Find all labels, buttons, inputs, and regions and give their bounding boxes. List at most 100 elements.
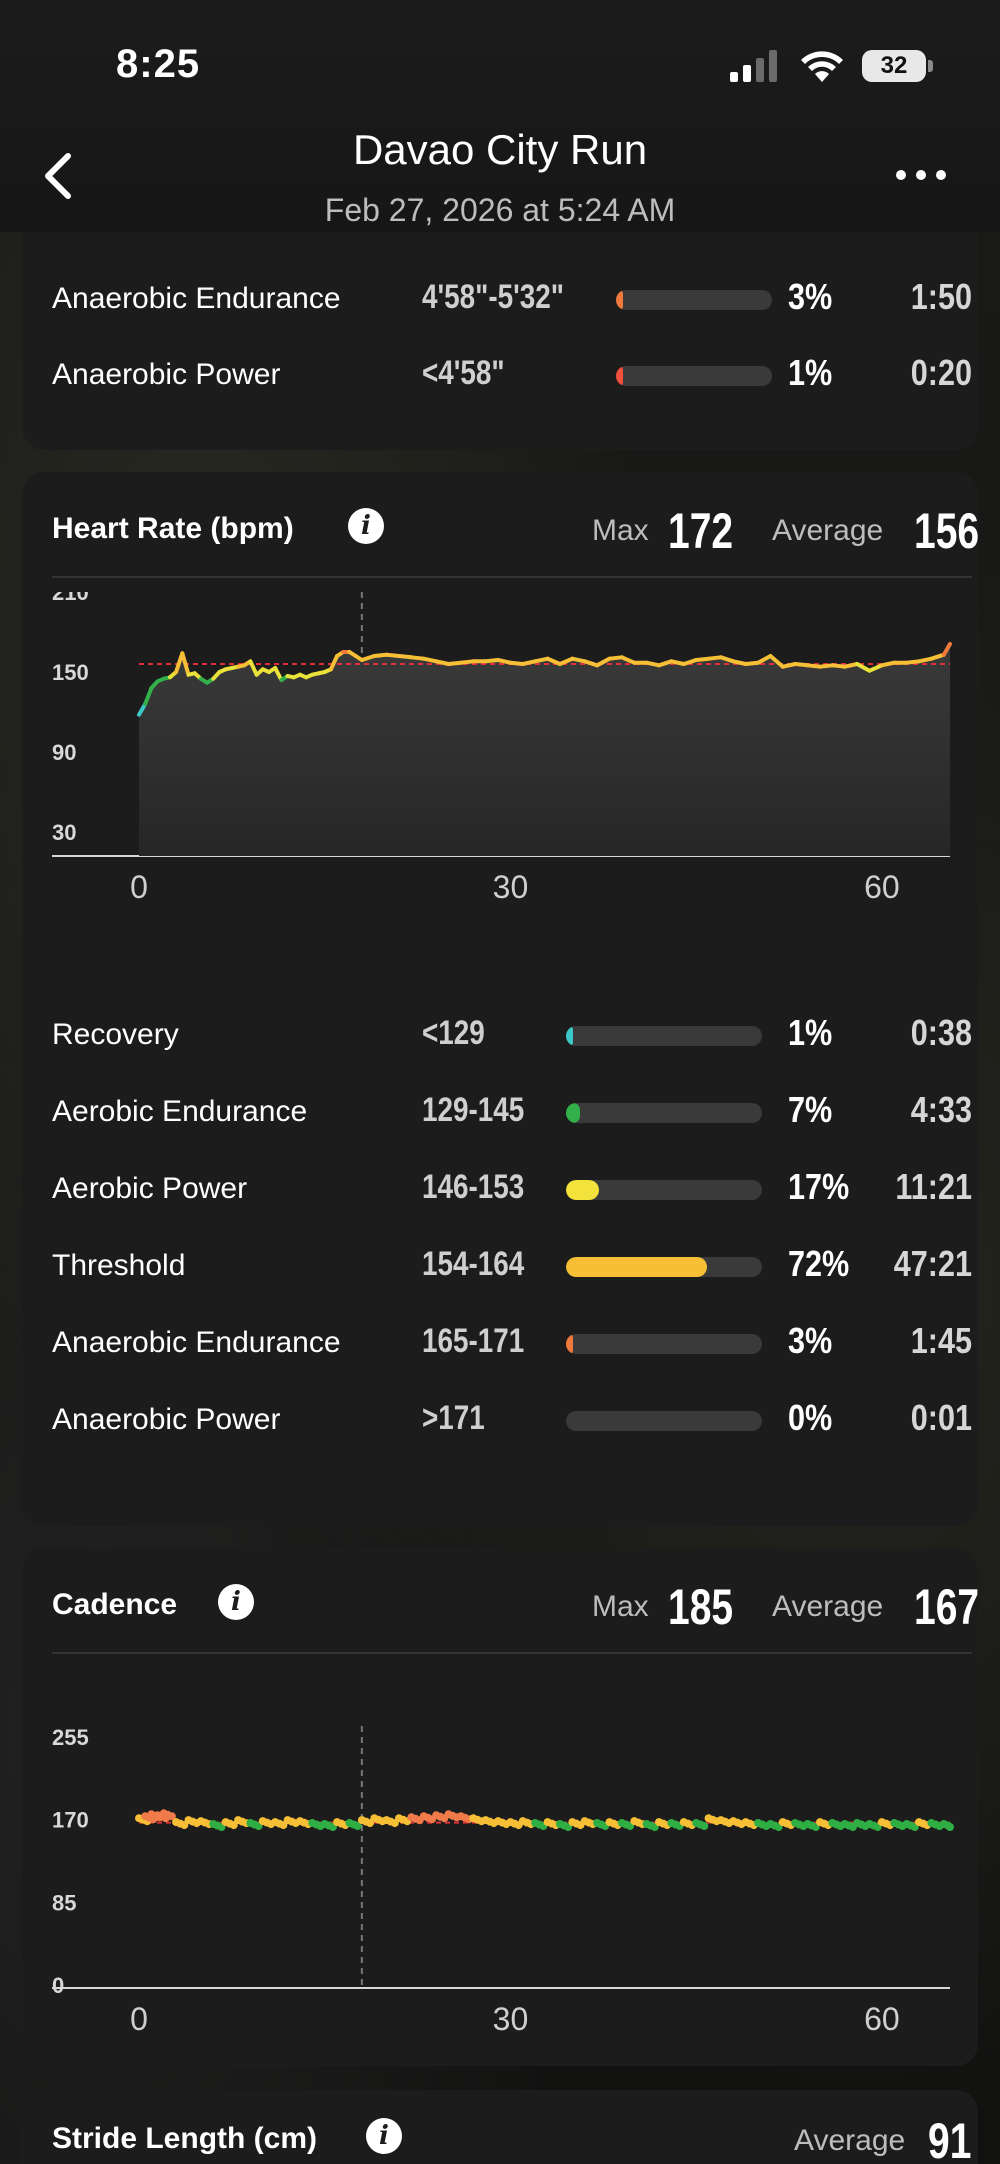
heart-rate-line-segment bbox=[595, 656, 612, 668]
heart-rate-line-segment bbox=[483, 658, 501, 664]
cadence-header: Cadence i Max 185 Average 167 bbox=[52, 1578, 979, 1638]
cadence-point bbox=[353, 1822, 362, 1830]
heart-rate-line-segment bbox=[607, 655, 624, 661]
y-tick-label: 150 bbox=[52, 660, 89, 685]
heart-rate-line-segment bbox=[780, 662, 798, 669]
zone-time: 4:33 bbox=[910, 1089, 972, 1130]
zone-time: 1:50 bbox=[910, 276, 972, 317]
zone-row: Aerobic Endurance 129-145 7% 4:33 bbox=[52, 1087, 972, 1137]
zone-bar-fill bbox=[566, 1103, 580, 1123]
zone-bar-fill bbox=[566, 1180, 600, 1200]
zone-name: Aerobic Power bbox=[52, 1172, 248, 1205]
zone-range: <129 bbox=[422, 1014, 485, 1052]
zone-time: 47:21 bbox=[893, 1243, 972, 1284]
average-value: 167 bbox=[914, 1579, 980, 1635]
heart-rate-line-segment bbox=[570, 656, 587, 664]
zone-name: Threshold bbox=[52, 1249, 186, 1282]
info-icon[interactable]: i bbox=[366, 2118, 402, 2154]
zone-range: <4'58" bbox=[422, 354, 505, 392]
battery-icon: 32 bbox=[862, 50, 926, 82]
zone-percent: 3% bbox=[788, 276, 833, 317]
y-tick-label: 90 bbox=[52, 740, 76, 765]
x-tick-label: 60 bbox=[864, 869, 900, 905]
zone-row: Anaerobic Power >171 0% 0:01 bbox=[52, 1395, 972, 1445]
max-label: Max bbox=[592, 514, 649, 547]
heart-rate-line-segment bbox=[681, 658, 699, 666]
divider bbox=[52, 576, 972, 578]
zone-time: 0:01 bbox=[910, 1397, 972, 1438]
heart-rate-line-segment bbox=[273, 666, 284, 682]
zone-bar bbox=[566, 1026, 762, 1046]
more-options-button[interactable] bbox=[896, 166, 950, 184]
heart-rate-line-segment bbox=[941, 642, 952, 657]
back-button[interactable] bbox=[38, 150, 78, 206]
zone-range: 4'58"-5'32" bbox=[422, 278, 565, 316]
heart-rate-line-segment bbox=[397, 654, 414, 660]
heart-rate-line-segment bbox=[830, 663, 847, 669]
zone-range: >171 bbox=[422, 1399, 485, 1437]
average-value: 156 bbox=[914, 503, 980, 559]
zone-bar bbox=[566, 1103, 762, 1123]
zone-percent: 7% bbox=[788, 1089, 833, 1130]
heart-rate-line-segment bbox=[818, 663, 835, 669]
zone-time: 0:38 bbox=[910, 1012, 972, 1053]
max-value: 185 bbox=[668, 1579, 734, 1635]
stride-length-card: Stride Length (cm) i Average 91 bbox=[22, 2090, 978, 2164]
heart-rate-line-segment bbox=[582, 659, 600, 668]
zone-time: 11:21 bbox=[895, 1166, 972, 1207]
heart-rate-line-segment bbox=[867, 663, 884, 673]
heart-rate-line-segment bbox=[180, 651, 191, 677]
cadence-chart: 255 170 85 0 0 30 60 bbox=[52, 1725, 954, 2037]
zone-range: 129-145 bbox=[422, 1091, 525, 1129]
zone-bar bbox=[616, 290, 772, 310]
zone-row: Aerobic Power 146-153 17% 11:21 bbox=[52, 1164, 972, 1214]
heart-rate-line-segment bbox=[384, 652, 401, 658]
x-tick-label: 0 bbox=[130, 869, 148, 905]
x-tick-label: 30 bbox=[493, 2001, 529, 2037]
header: 8:25 32 Davao City Run Feb 27, 2026 at 5… bbox=[0, 0, 1000, 232]
heart-rate-area bbox=[139, 644, 950, 856]
heart-rate-line-segment bbox=[421, 656, 439, 664]
heart-rate-line-segment bbox=[793, 662, 810, 668]
y-tick-label: 85 bbox=[52, 1890, 76, 1915]
zone-bar-fill bbox=[616, 366, 623, 386]
zone-bar-fill bbox=[566, 1257, 708, 1277]
heart-rate-line-segment bbox=[558, 656, 575, 666]
page-title: Davao City Run bbox=[352, 126, 648, 173]
zone-range: 154-164 bbox=[422, 1245, 525, 1283]
heart-rate-line-segment bbox=[904, 659, 921, 665]
x-tick-label: 60 bbox=[864, 2001, 900, 2037]
zone-row: Threshold 154-164 72% 47:21 bbox=[52, 1241, 972, 1291]
max-value: 172 bbox=[668, 503, 734, 559]
info-icon[interactable]: i bbox=[348, 508, 384, 544]
zone-time: 1:45 bbox=[910, 1320, 972, 1361]
heart-rate-line-segment bbox=[248, 659, 259, 677]
heart-rate-line-segment bbox=[917, 656, 934, 664]
average-label: Average bbox=[772, 1590, 884, 1623]
zone-row: Anaerobic Power <4'58" 1% 0:20 bbox=[52, 350, 972, 400]
heart-rate-line-segment bbox=[143, 686, 154, 706]
heart-rate-header: Heart Rate (bpm) i Max 172 Average 156 bbox=[52, 502, 979, 562]
zone-row: Anaerobic Endurance 4'58"-5'32" 3% 1:50 bbox=[52, 274, 972, 324]
heart-rate-line-segment bbox=[434, 659, 451, 666]
stride-length-header: Stride Length (cm) i Average 91 bbox=[52, 2112, 972, 2164]
y-tick-label: 0 bbox=[52, 1973, 64, 1998]
heart-rate-line-segment bbox=[855, 662, 872, 673]
zone-bar bbox=[566, 1334, 762, 1354]
zone-row: Anaerobic Endurance 165-171 3% 1:45 bbox=[52, 1318, 972, 1368]
zone-row: Recovery <129 1% 0:38 bbox=[52, 1010, 972, 1060]
heart-rate-line-segment bbox=[533, 656, 550, 664]
max-label: Max bbox=[592, 1590, 649, 1623]
heart-rate-line-segment bbox=[743, 660, 761, 666]
zone-range: 165-171 bbox=[422, 1322, 525, 1360]
wifi-icon bbox=[801, 51, 843, 82]
heart-rate-line-segment bbox=[508, 660, 525, 666]
zone-bar-fill bbox=[566, 1334, 573, 1354]
heart-rate-line-segment bbox=[756, 654, 773, 665]
divider bbox=[52, 1652, 972, 1654]
zone-bar bbox=[566, 1411, 762, 1431]
cadence-card: Cadence i Max 185 Average 167 255 170 85 0 0… bbox=[22, 1548, 979, 2066]
zone-percent: 17% bbox=[788, 1166, 850, 1207]
heart-rate-line-segment bbox=[359, 654, 377, 662]
info-icon[interactable]: i bbox=[218, 1584, 254, 1620]
